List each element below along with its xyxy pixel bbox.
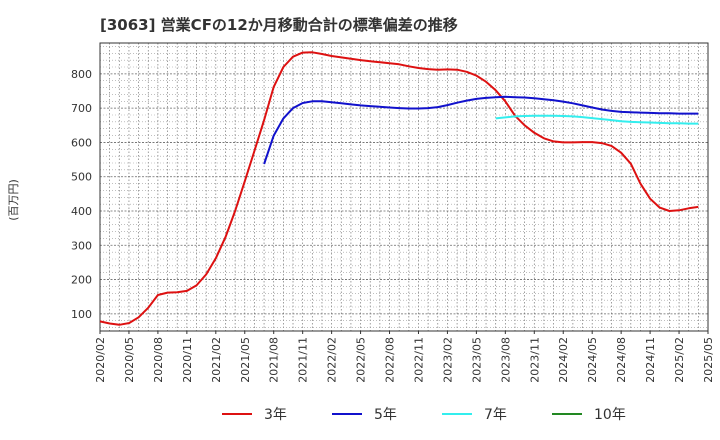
x-tick-label: 2021/11 <box>297 337 310 383</box>
x-tick-label: 2022/11 <box>412 337 425 383</box>
x-tick-label: 2022/05 <box>355 337 368 383</box>
legend-label-5年: 5年 <box>374 407 397 423</box>
x-tick-label: 2023/08 <box>499 337 512 383</box>
legend-label-7年: 7年 <box>484 407 507 423</box>
y-tick-label: 600 <box>71 136 92 149</box>
x-tick-label: 2023/11 <box>528 337 541 383</box>
series-line-7年 <box>495 114 699 125</box>
legend-label-3年: 3年 <box>264 407 287 423</box>
y-tick-label: 300 <box>71 239 92 252</box>
x-tick-label: 2020/02 <box>94 337 107 383</box>
plot-border <box>99 42 709 332</box>
chart-title: [3063] 営業CFの12か月移動合計の標準偏差の推移 <box>100 16 458 34</box>
y-tick-label: 200 <box>71 274 92 287</box>
x-tick-label: 2025/05 <box>702 337 715 383</box>
series-line-5年 <box>263 95 699 165</box>
y-tick-label: 100 <box>71 308 92 321</box>
y-tick-label: 800 <box>71 68 92 81</box>
y-axis-label: (百万円) <box>7 179 20 221</box>
x-tick-label: 2021/02 <box>210 337 223 383</box>
axes: 100 200 300 400 500 600 700 800 2020/02 2020/05 20… <box>71 42 715 383</box>
x-tick-label: 2025/02 <box>673 337 686 383</box>
x-tick-label: 2020/05 <box>123 337 136 383</box>
x-tick-label: 2024/08 <box>615 337 628 383</box>
y-tick-label: 700 <box>71 102 92 115</box>
x-tick-label: 2022/08 <box>384 337 397 383</box>
x-tick-label: 2022/02 <box>326 337 339 383</box>
x-tick-label: 2024/11 <box>644 337 657 383</box>
y-tick-label: 400 <box>71 205 92 218</box>
x-tick-label: 2020/08 <box>152 337 165 383</box>
x-tick-label: 2024/05 <box>586 337 599 383</box>
series-lines <box>99 51 699 326</box>
legend-label-10年: 10年 <box>594 407 626 423</box>
grid <box>100 43 708 331</box>
legend: 3年 5年 7年 10年 <box>222 407 626 423</box>
x-tick-label: 2023/05 <box>470 337 483 383</box>
x-tick-label: 2024/02 <box>557 337 570 383</box>
y-tick-label: 500 <box>71 171 92 184</box>
x-tick-label: 2020/11 <box>181 337 194 383</box>
x-tick-label: 2021/08 <box>268 337 281 383</box>
x-tick-label: 2023/02 <box>441 337 454 383</box>
series-line-3年 <box>99 51 699 326</box>
x-tick-label: 2021/05 <box>239 337 252 383</box>
